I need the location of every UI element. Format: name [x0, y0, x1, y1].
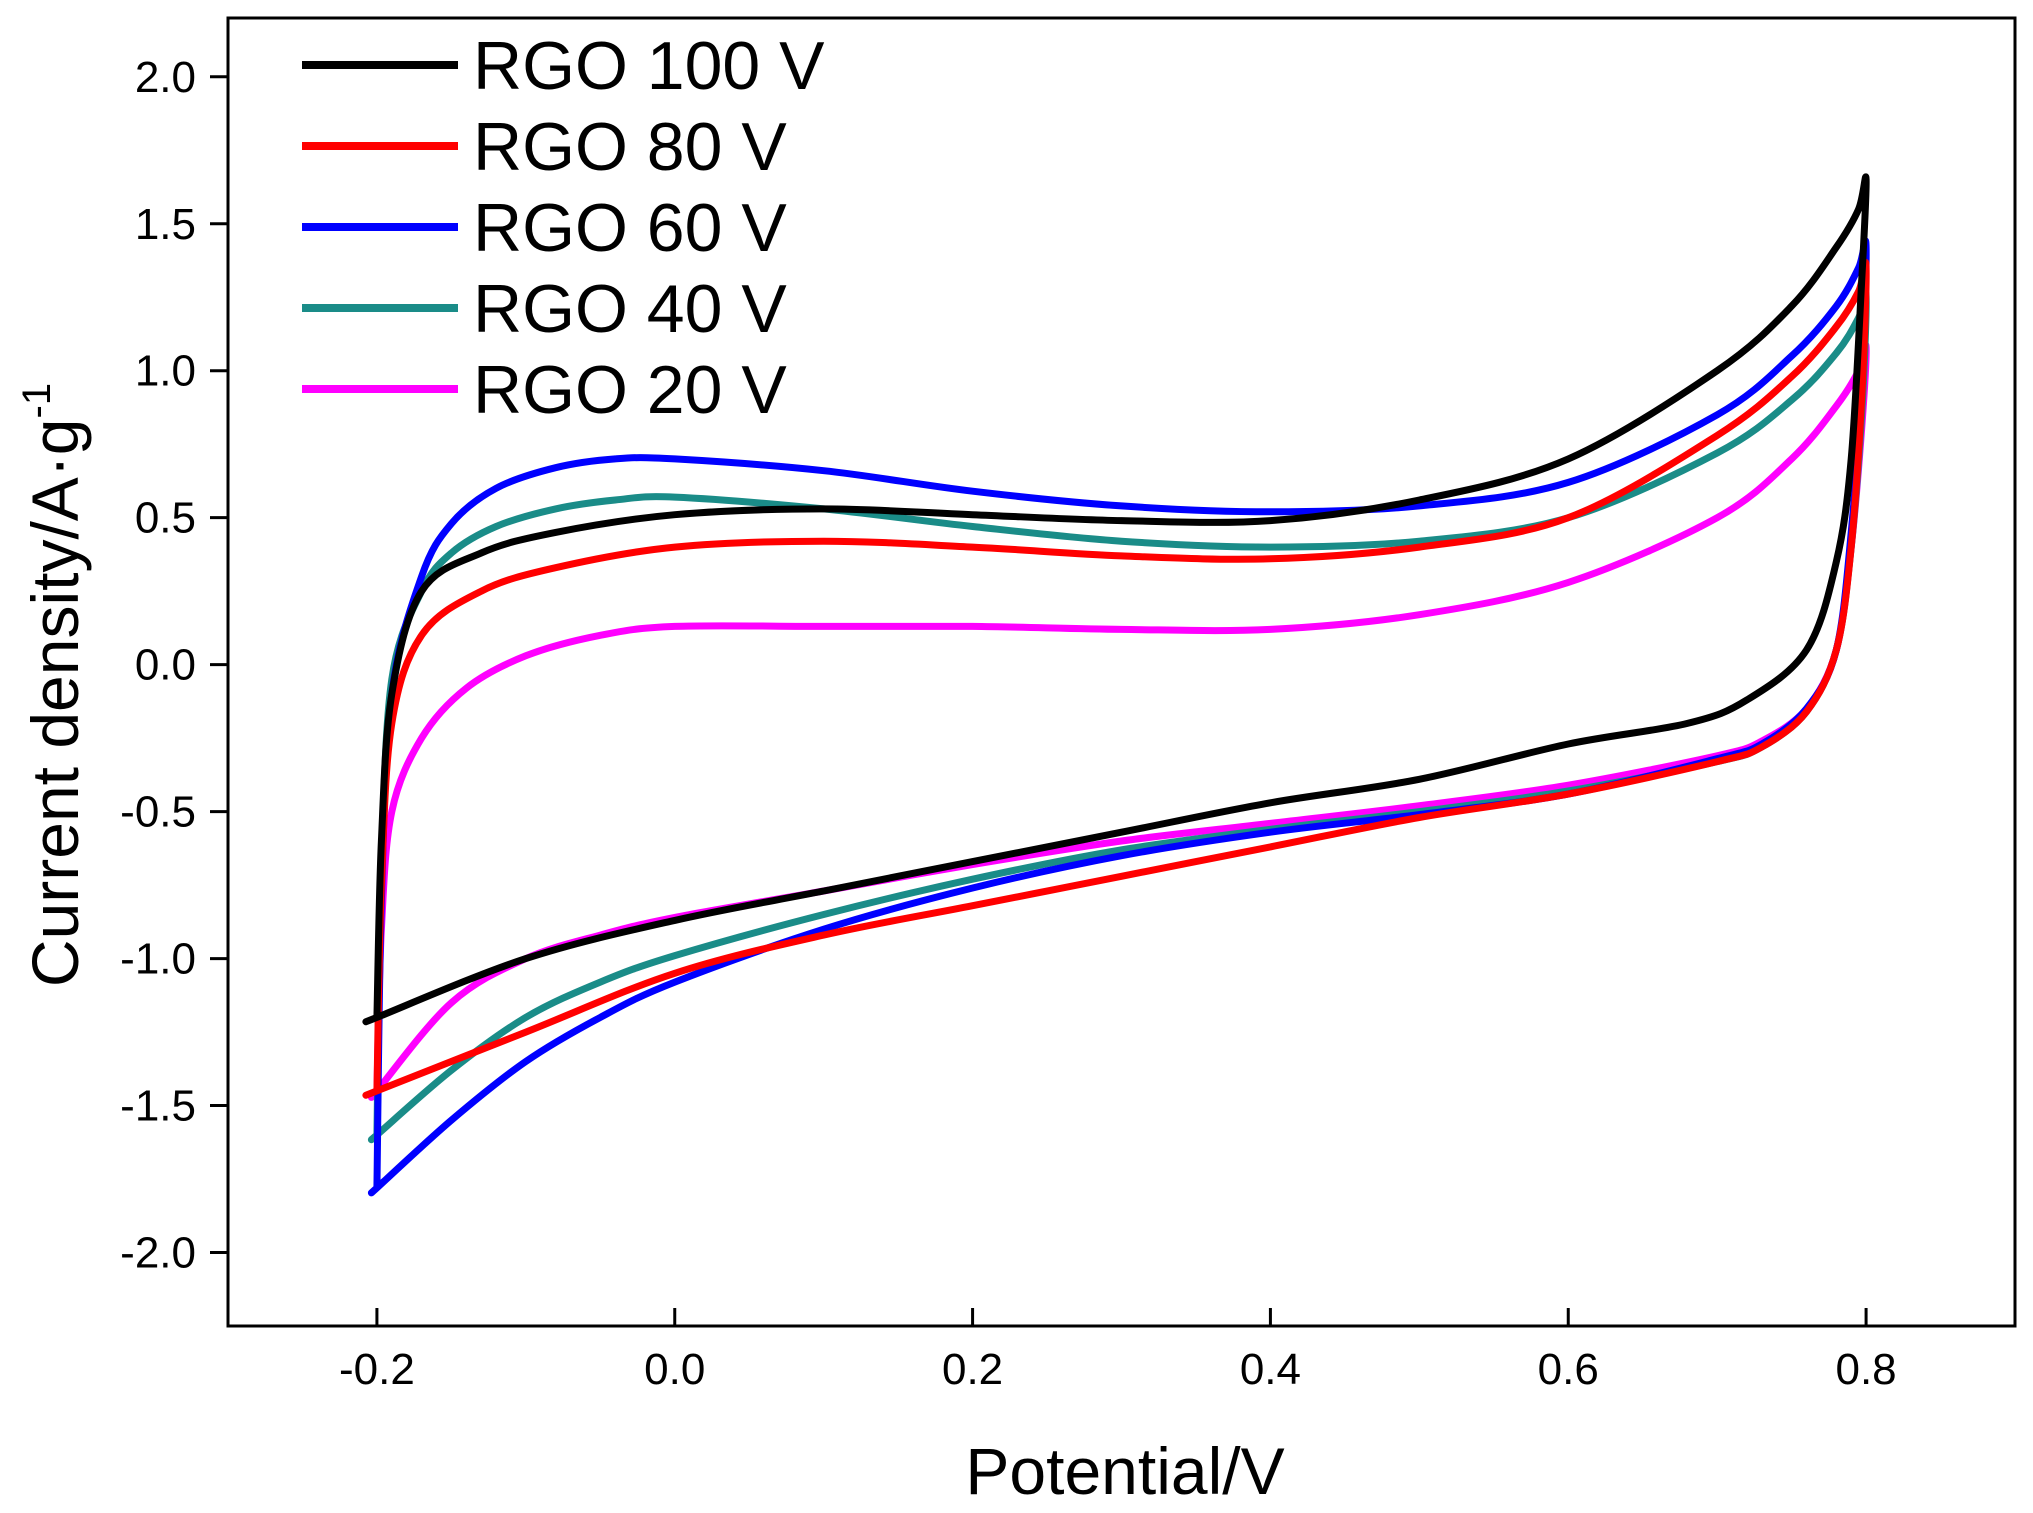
- x-tick-label: 0.8: [1835, 1345, 1896, 1394]
- y-tick-label: 2.0: [135, 53, 196, 102]
- x-tick-label: 0.2: [942, 1345, 1003, 1394]
- legend-label-rgo-20-v: RGO 20 V: [473, 352, 787, 428]
- y-axis-title: Current density/A·g-1: [15, 383, 92, 987]
- y-tick-label: -1.5: [120, 1082, 196, 1131]
- y-tick-label: 0.5: [135, 494, 196, 543]
- legend-label-rgo-80-v: RGO 80 V: [473, 109, 787, 185]
- legend-label-rgo-100-v: RGO 100 V: [473, 28, 825, 104]
- x-tick-label: 0.4: [1240, 1345, 1301, 1394]
- x-tick-label: 0.0: [644, 1345, 705, 1394]
- series-rgo-100-v: [362, 173, 1870, 1026]
- y-axis-title-main: Current density/A·g: [18, 419, 92, 988]
- tick-layer: -0.2 0.0 0.2 0.4 0.6 0.8 2.0 1.5 1.0 0.5 0.0 -0.5 -1…: [120, 53, 1896, 1394]
- y-tick-label: 1.5: [135, 200, 196, 249]
- series-layer: [362, 173, 1870, 1197]
- legend-label-rgo-40-v: RGO 40 V: [473, 271, 787, 347]
- x-axis-title: Potential/V: [965, 1434, 1284, 1508]
- x-tick-label: 0.6: [1538, 1345, 1599, 1394]
- y-tick-label: 0.0: [135, 641, 196, 690]
- y-tick-label: -0.5: [120, 788, 196, 837]
- y-axis-title-sup: -1: [15, 383, 59, 419]
- y-tick-label: -2.0: [120, 1229, 196, 1278]
- y-tick-label: -1.0: [120, 935, 196, 984]
- plot-frame: [226, 16, 2017, 1328]
- x-tick-label: -0.2: [339, 1345, 415, 1394]
- y-tick-label: 1.0: [135, 347, 196, 396]
- legend-label-rgo-60-v: RGO 60 V: [473, 190, 787, 266]
